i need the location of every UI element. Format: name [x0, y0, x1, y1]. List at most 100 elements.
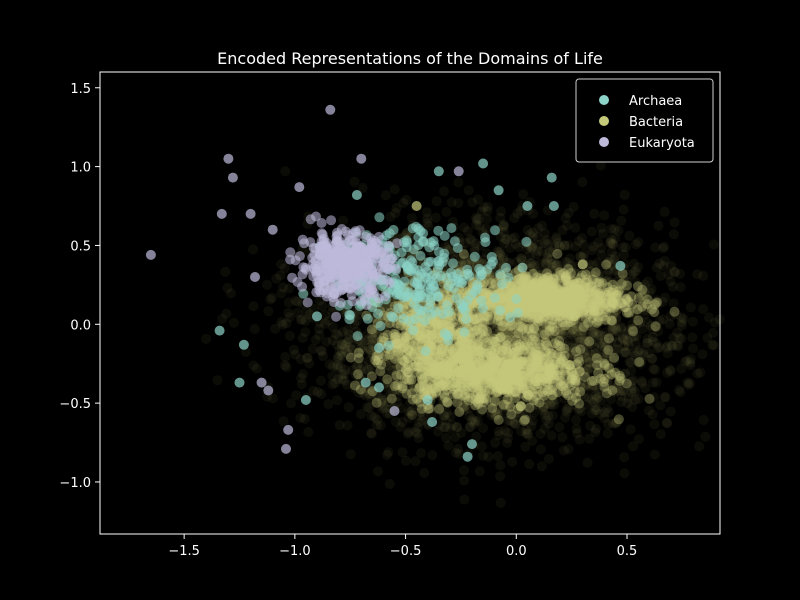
bacteria-haze-point [384, 377, 394, 388]
bacteria-point [552, 248, 563, 259]
bacteria-point [588, 300, 599, 311]
bacteria-haze-point [587, 380, 598, 391]
bacteria-haze-point [566, 274, 577, 285]
bacteria-haze-point [471, 343, 482, 354]
bacteria-haze-point [263, 306, 274, 317]
bacteria-haze-point [546, 430, 557, 441]
bacteria-point [487, 403, 498, 414]
bacteria-haze-point [375, 420, 386, 431]
bacteria-haze-point [522, 224, 533, 235]
bacteria-haze-point [460, 237, 471, 248]
bacteria-haze-point [392, 376, 403, 387]
bacteria-haze-point [343, 329, 354, 340]
bacteria-haze-point [562, 347, 573, 357]
bacteria-haze-point [514, 270, 525, 281]
bacteria-haze-point [676, 333, 687, 344]
bacteria-haze-point [343, 402, 354, 413]
bacteria-haze-point [578, 239, 589, 250]
bacteria-haze-point [426, 382, 437, 393]
bacteria-haze-point [427, 318, 438, 328]
bacteria-haze-point [629, 331, 640, 342]
bacteria-haze-point [504, 330, 515, 341]
bacteria-haze-point [541, 319, 552, 330]
bacteria-haze-point [488, 361, 499, 372]
bacteria-haze-point [638, 350, 649, 361]
bacteria-haze-point [454, 388, 464, 399]
bacteria-haze-point [537, 357, 548, 368]
bacteria-haze-point [371, 420, 382, 431]
bacteria-haze-point [541, 326, 552, 337]
bacteria-haze-point [406, 212, 417, 223]
bacteria-haze-point [367, 325, 378, 336]
bacteria-haze-point [659, 206, 670, 217]
bacteria-haze-point [262, 279, 273, 290]
bacteria-haze-point [517, 345, 528, 355]
bacteria-haze-point [590, 380, 600, 391]
bacteria-haze-point [535, 258, 545, 269]
bacteria-haze-point [332, 395, 342, 406]
bacteria-haze-point [510, 378, 521, 389]
bacteria-haze-point [504, 243, 515, 253]
bacteria-haze-point [568, 348, 579, 358]
bacteria-haze-point [531, 289, 542, 300]
bacteria-haze-point [495, 247, 505, 258]
bacteria-haze-point [498, 252, 509, 263]
bacteria-haze-point [461, 337, 472, 348]
bacteria-haze-point [490, 339, 501, 350]
bacteria-haze-point [685, 357, 696, 368]
bacteria-haze-point [578, 391, 589, 402]
bacteria-haze-point [638, 348, 649, 359]
bacteria-haze-point [426, 364, 436, 374]
bacteria-haze-point [599, 413, 610, 424]
bacteria-haze-point [545, 292, 556, 303]
bacteria-haze-point [627, 319, 638, 330]
bacteria-haze-point [571, 324, 582, 335]
bacteria-point [566, 366, 577, 377]
bacteria-haze-point [558, 445, 569, 456]
bacteria-haze-point [529, 330, 540, 341]
bacteria-haze-point [468, 380, 479, 391]
bacteria-haze-point [438, 357, 449, 368]
bacteria-haze-point [522, 299, 533, 310]
bacteria-point [580, 269, 591, 280]
bacteria-haze-point [383, 384, 394, 395]
bacteria-haze-point [410, 382, 421, 393]
bacteria-haze-point [548, 330, 559, 341]
bacteria-haze-point [544, 296, 554, 306]
bacteria-haze-point [398, 198, 409, 208]
bacteria-haze-point [661, 417, 672, 428]
bacteria-haze-point [525, 288, 536, 299]
bacteria-haze-point [541, 398, 552, 409]
bacteria-haze-point [572, 387, 583, 398]
bacteria-haze-point [267, 393, 278, 404]
bacteria-haze-point [473, 346, 483, 357]
bacteria-point [454, 407, 465, 417]
bacteria-haze-point [533, 359, 543, 369]
bacteria-haze-point [501, 327, 512, 338]
bacteria-haze-point [543, 334, 554, 345]
bacteria-haze-point [710, 317, 720, 328]
bacteria-haze-point [628, 441, 639, 452]
bacteria-haze-point [608, 239, 619, 250]
bacteria-haze-point [602, 257, 613, 268]
bacteria-point [517, 380, 528, 391]
bacteria-haze-point [613, 344, 624, 355]
bacteria-haze-point [583, 363, 594, 374]
bacteria-haze-point [419, 329, 430, 340]
bacteria-haze-point [616, 396, 627, 407]
bacteria-haze-point [492, 451, 503, 462]
bacteria-haze-point [555, 310, 566, 321]
bacteria-haze-point [346, 344, 357, 355]
bacteria-haze-point [498, 376, 509, 387]
bacteria-point [434, 403, 445, 414]
bacteria-point [599, 358, 610, 369]
bacteria-haze-point [281, 362, 292, 373]
bacteria-haze-point [453, 198, 464, 208]
bacteria-haze-point [462, 226, 473, 237]
bacteria-haze-point [651, 295, 662, 306]
bacteria-haze-point [695, 367, 706, 378]
bacteria-haze-point [486, 332, 497, 343]
bacteria-haze-point [502, 299, 513, 310]
bacteria-haze-point [575, 337, 586, 347]
bacteria-haze-point [544, 324, 555, 335]
